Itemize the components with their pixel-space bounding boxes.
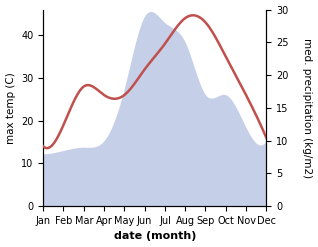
Y-axis label: med. precipitation (kg/m2): med. precipitation (kg/m2) <box>302 38 313 178</box>
X-axis label: date (month): date (month) <box>114 231 196 242</box>
Y-axis label: max temp (C): max temp (C) <box>5 72 16 144</box>
